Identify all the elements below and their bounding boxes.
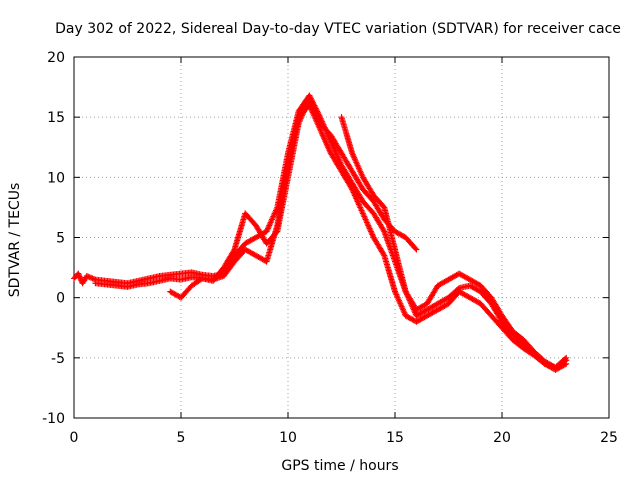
x-tick-label: 5	[177, 430, 186, 446]
grid-lines	[74, 57, 609, 418]
data-point-trail	[562, 355, 569, 362]
y-tick-label: 10	[47, 170, 65, 186]
data-point-trail	[380, 251, 387, 258]
data-point	[563, 360, 570, 367]
data-point-trail	[380, 227, 387, 234]
chart-title: Day 302 of 2022, Sidereal Day-to-day VTE…	[55, 21, 621, 37]
y-axis-label: SDTVAR / TECUs	[7, 183, 23, 298]
x-tick-label: 25	[600, 430, 618, 446]
data-point-trail	[230, 247, 237, 254]
data-point-trail	[273, 229, 280, 236]
data-point-trail	[561, 361, 568, 368]
x-tick-label: 15	[386, 430, 404, 446]
data-point-trail	[412, 245, 419, 252]
x-tick-label: 0	[70, 430, 79, 446]
x-tick-label: 10	[279, 430, 297, 446]
data-point	[75, 270, 82, 277]
data-point	[563, 354, 570, 361]
x-axis-label: GPS time / hours	[281, 458, 398, 474]
y-tick-label: -10	[42, 411, 65, 427]
x-tick-label: 20	[493, 430, 511, 446]
data-point-trail	[77, 274, 84, 281]
data-points	[71, 92, 570, 373]
axis-ticks: 0 5 10 15 20 25 -10 -5 0 5 10 15 20	[42, 50, 618, 446]
y-tick-label: 20	[47, 50, 65, 66]
y-tick-label: 15	[47, 110, 65, 126]
y-tick-label: 5	[56, 231, 65, 247]
data-point-trail	[76, 273, 83, 280]
y-tick-label: 0	[56, 291, 65, 307]
data-point	[413, 246, 420, 253]
y-tick-label: -5	[51, 351, 65, 367]
data-point-trail	[75, 271, 82, 278]
